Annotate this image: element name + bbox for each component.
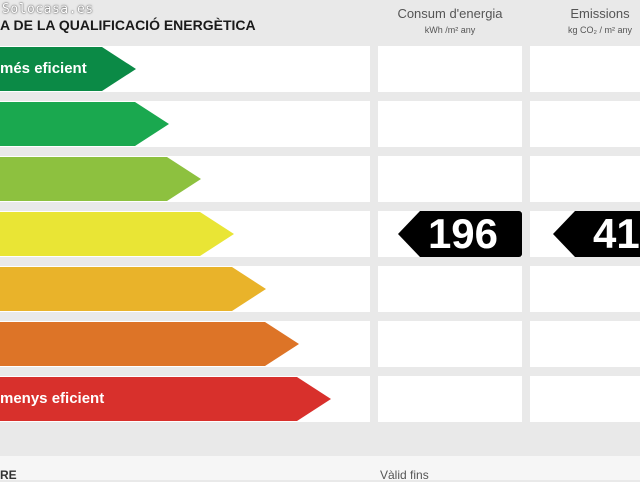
scale-bar-cell: menys eficient: [0, 376, 370, 422]
footer-left-label: RE: [0, 468, 17, 482]
rating-arrow-a: més eficient: [0, 47, 136, 91]
consum-cell: [378, 46, 522, 92]
consum-cell: [378, 156, 522, 202]
emissions-units: kg CO₂ / m² any: [567, 25, 632, 35]
scale-bar-cell: [0, 211, 370, 257]
scale-bar-cell: [0, 266, 370, 312]
consum-cell: [378, 376, 522, 422]
rating-arrow-d: [0, 212, 234, 256]
consum-cell: [378, 101, 522, 147]
emissions-cell: [530, 101, 640, 147]
rating-arrow-c: [0, 157, 201, 201]
rating-arrow-label: menys eficient: [0, 390, 105, 407]
rating-arrow-f: [0, 322, 299, 366]
emissions-cell: [530, 321, 640, 367]
footer: RE Vàlid fins: [0, 456, 640, 482]
emissions-column-header: Emissions kg CO₂ / m² any: [530, 6, 640, 35]
emissions-cell: [530, 266, 640, 312]
emissions-cell: [530, 46, 640, 92]
consum-cell: [378, 266, 522, 312]
emissions-cell: [530, 156, 640, 202]
rating-arrow-b: [0, 102, 169, 146]
scale-bar-cell: més eficient: [0, 46, 370, 92]
rating-arrow-e: [0, 267, 266, 311]
valid-until-label: Vàlid fins: [380, 468, 429, 482]
watermark: Solocasa.es: [2, 2, 94, 17]
scale-bar-cell: [0, 321, 370, 367]
consum-cell: [378, 321, 522, 367]
consum-units: kWh /m² any: [424, 25, 476, 35]
scale-bar-cell: [0, 101, 370, 147]
rating-arrow-g: menys eficient: [0, 377, 331, 421]
rating-arrow-label: més eficient: [0, 60, 87, 77]
scale-bar-cell: [0, 156, 370, 202]
consum-title: Consum d'energia: [397, 6, 503, 21]
emissions-cell: [530, 376, 640, 422]
certificate-title: A DE LA QUALIFICACIÓ ENERGÈTICA: [0, 17, 256, 33]
consum-rating-badge: 196: [398, 211, 522, 257]
emissions-title: Emissions: [570, 6, 630, 21]
consum-column-header: Consum d'energia kWh /m² any: [378, 6, 522, 35]
